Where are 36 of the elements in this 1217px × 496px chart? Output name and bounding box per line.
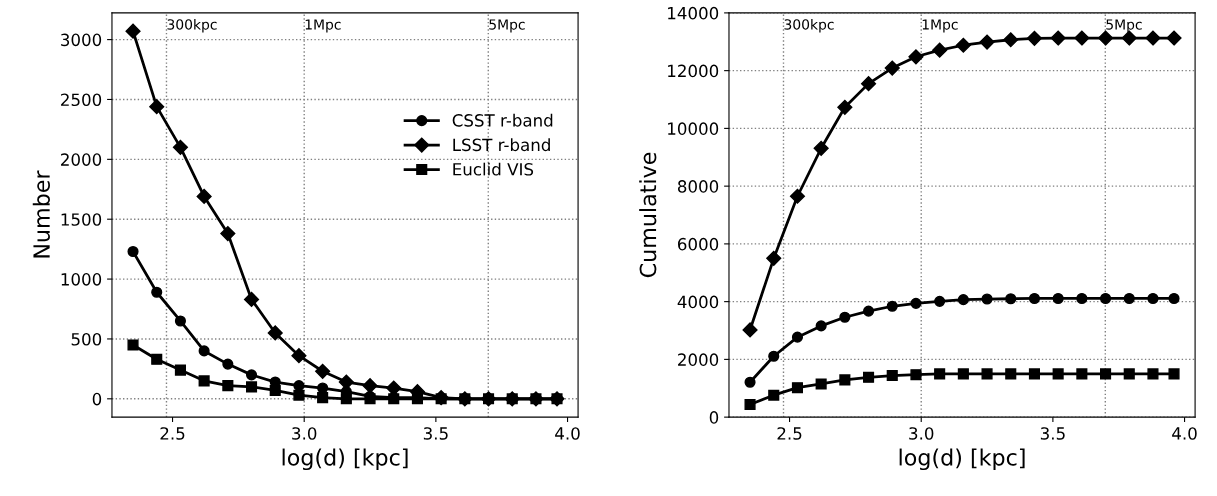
y-tick-label: 8000 — [677, 180, 719, 193]
legend-label: CSST r-band — [452, 113, 553, 127]
x-tick-label: 2.5 — [160, 427, 185, 440]
x-tick-label: 3.5 — [423, 427, 448, 440]
y-tick-label: 12000 — [668, 64, 719, 78]
x-tick-label: 3.0 — [909, 427, 934, 440]
x-tick-label: 3.5 — [1040, 427, 1065, 440]
y-axis-title: Number — [32, 170, 50, 258]
x-axis-title: log(d) [kpc] — [899, 448, 1025, 471]
y-tick-label: 2000 — [61, 153, 102, 166]
y-tick-label: 0 — [92, 392, 102, 406]
ref-line-label: 5Mpc — [1106, 19, 1142, 33]
y-tick-label: 2000 — [678, 353, 719, 366]
y-tick-label: 4000 — [677, 295, 719, 309]
ref-line-label: 300kpc — [784, 18, 834, 33]
x-tick-label: 4.0 — [555, 427, 580, 440]
y-tick-label: 1000 — [61, 273, 102, 286]
y-axis-title: Cumulative — [639, 152, 657, 278]
ref-line-label: 300kpc — [167, 18, 217, 33]
y-tick-label: 2500 — [61, 93, 102, 107]
ref-line-label: 5Mpc — [489, 19, 525, 33]
y-tick-label: 6000 — [678, 237, 719, 251]
y-tick-label: 14000 — [668, 6, 719, 20]
y-tick-label: 10000 — [668, 122, 719, 135]
x-axis-title: log(d) [kpc] — [282, 448, 408, 471]
x-tick-label: 2.5 — [777, 427, 802, 440]
legend-label: Euclid VIS — [453, 162, 534, 176]
ref-line-label: 1Mpc — [305, 19, 341, 33]
ref-line-label: 1Mpc — [922, 19, 958, 33]
y-tick-label: 1500 — [61, 213, 102, 226]
y-tick-label: 3000 — [61, 33, 102, 47]
y-tick-label: 0 — [709, 411, 719, 424]
y-tick-label: 500 — [71, 332, 102, 346]
x-tick-label: 4.0 — [1172, 427, 1197, 440]
legend-label: LSST r-band — [453, 138, 550, 152]
x-tick-label: 3.0 — [292, 427, 317, 440]
